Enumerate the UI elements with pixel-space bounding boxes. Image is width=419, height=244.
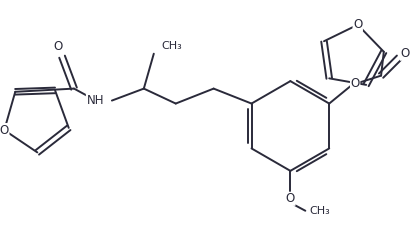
Text: O: O	[54, 40, 63, 53]
Text: CH₃: CH₃	[162, 41, 183, 51]
Text: CH₃: CH₃	[309, 206, 330, 216]
Text: NH: NH	[86, 94, 104, 107]
Text: O: O	[0, 124, 9, 137]
Text: O: O	[351, 77, 360, 90]
Text: O: O	[353, 18, 362, 31]
Text: O: O	[286, 192, 295, 205]
Text: O: O	[401, 47, 410, 60]
